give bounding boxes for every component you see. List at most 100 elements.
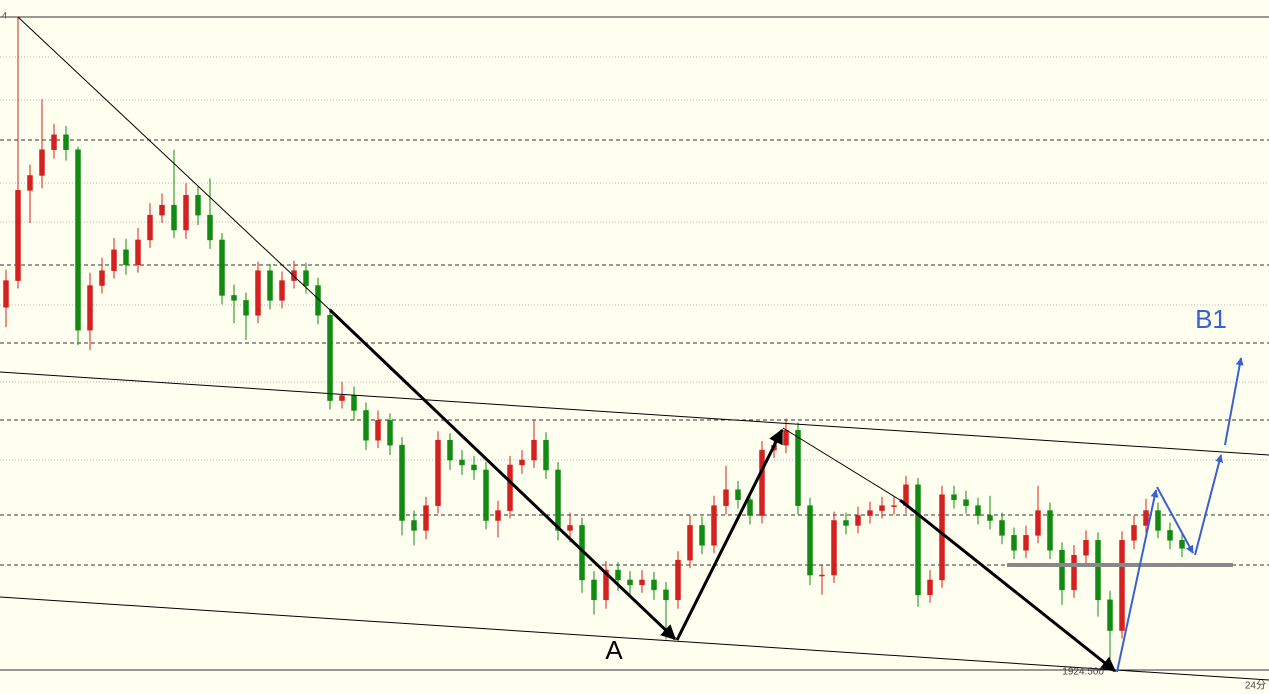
- candle-body: [1083, 540, 1089, 556]
- candle-body: [987, 515, 993, 521]
- candle-body: [507, 464, 513, 511]
- candle-body: [1095, 540, 1101, 601]
- channel-line: [0, 596, 1269, 681]
- trend-line: [782, 427, 901, 501]
- candle-body: [807, 505, 813, 576]
- candle-body: [387, 420, 393, 446]
- candle-body: [1119, 540, 1125, 631]
- candle-body: [591, 579, 597, 601]
- projection-arrow: [1116, 489, 1159, 673]
- candle-body: [747, 499, 753, 516]
- candle-body: [15, 190, 21, 281]
- candle-body: [3, 280, 9, 308]
- candle-body: [675, 559, 681, 601]
- candle-body: [255, 270, 261, 316]
- candle-body: [1167, 530, 1173, 541]
- candle-body: [231, 295, 237, 301]
- candle-body: [531, 439, 537, 461]
- trend-arrow: [899, 498, 1117, 673]
- candle-body: [411, 520, 417, 531]
- candle-body: [483, 469, 489, 521]
- candle-body: [303, 270, 309, 286]
- candle-body: [711, 505, 717, 546]
- candle-body: [207, 214, 213, 241]
- candle-body: [279, 280, 285, 301]
- candle-body: [75, 149, 81, 331]
- candle-body: [495, 510, 501, 521]
- candle-body: [783, 430, 789, 446]
- candle-body: [963, 499, 969, 506]
- candle-body: [1107, 599, 1113, 631]
- candle-body: [1035, 510, 1041, 536]
- candle-body: [435, 439, 441, 506]
- candle-body: [555, 469, 561, 531]
- candle-body: [447, 439, 453, 461]
- candle-body: [27, 175, 33, 191]
- candle-body: [615, 569, 621, 581]
- candle-body: [795, 430, 801, 506]
- candle-body: [123, 249, 129, 265]
- candle-body: [879, 505, 885, 511]
- candle-body: [939, 494, 945, 581]
- candle-body: [111, 249, 117, 271]
- candle-body: [219, 239, 225, 296]
- projection-arrow: [1156, 486, 1194, 554]
- candle-body: [891, 505, 897, 507]
- candle-body: [159, 204, 165, 216]
- label-a: A: [605, 635, 623, 665]
- candle-body: [639, 579, 645, 586]
- candle-body: [195, 195, 201, 216]
- candle-body: [627, 579, 633, 586]
- candle-body: [363, 410, 369, 441]
- candle-body: [147, 214, 153, 241]
- candle-body: [687, 525, 693, 561]
- candle-body: [267, 270, 273, 301]
- candle-body: [339, 395, 345, 401]
- candle-body: [375, 420, 381, 441]
- candle-body: [471, 464, 477, 471]
- time-label: 24分: [1245, 680, 1266, 692]
- candle-body: [171, 204, 177, 231]
- candle-body: [855, 515, 861, 526]
- candle-body: [975, 505, 981, 516]
- candle-body: [243, 300, 249, 316]
- candle-body: [759, 449, 765, 516]
- candle-body: [831, 520, 837, 576]
- candle-body: [915, 484, 921, 596]
- candle-body: [87, 285, 93, 331]
- candle-body: [951, 494, 957, 500]
- candle-body: [1143, 510, 1149, 526]
- candle-body: [99, 270, 105, 286]
- label-b1: B1: [1195, 304, 1227, 334]
- candle-body: [459, 459, 465, 466]
- candle-body: [843, 520, 849, 526]
- corner-label: 4: [2, 10, 7, 20]
- candle-body: [603, 569, 609, 601]
- candle-body: [423, 505, 429, 531]
- trend-line: [17, 16, 331, 311]
- candle-body: [699, 525, 705, 546]
- candle-body: [519, 459, 525, 466]
- projection-arrow: [1224, 357, 1244, 446]
- candle-body: [1131, 525, 1137, 541]
- candle-body: [999, 520, 1005, 536]
- projection-arrow: [1194, 454, 1224, 556]
- candle-body: [723, 489, 729, 506]
- candle-body: [1047, 510, 1053, 551]
- candle-body: [927, 579, 933, 596]
- level-lines: [0, 16, 1269, 671]
- candle-body: [135, 239, 141, 265]
- candle-body: [399, 444, 405, 521]
- candle-body: [327, 315, 333, 401]
- low-price-label: 1924.500: [1062, 667, 1104, 678]
- candle-body: [1011, 535, 1017, 551]
- candle-body: [63, 134, 69, 150]
- candle-body: [735, 489, 741, 500]
- candle-body: [663, 589, 669, 601]
- candle-body: [39, 149, 45, 176]
- candle-body: [51, 134, 57, 150]
- candle-body: [567, 525, 573, 531]
